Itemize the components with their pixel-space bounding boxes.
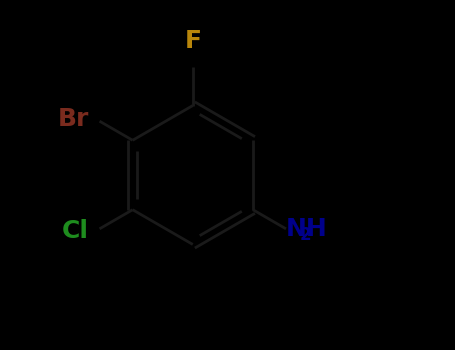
Text: Cl: Cl xyxy=(62,218,89,243)
Text: Br: Br xyxy=(58,107,89,132)
Text: F: F xyxy=(184,29,201,54)
Text: 2: 2 xyxy=(299,226,311,244)
Text: NH: NH xyxy=(286,217,328,241)
